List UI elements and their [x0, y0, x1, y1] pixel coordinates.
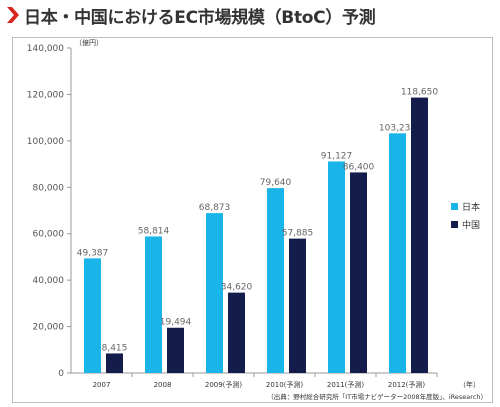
- data-label: 79,640: [260, 178, 292, 188]
- y-tick-label: 120,000: [27, 90, 64, 100]
- bar-japan: [206, 213, 223, 373]
- bar-japan: [145, 236, 162, 373]
- bar-china: [350, 172, 367, 373]
- bar-japan: [328, 161, 345, 373]
- chevron-right-icon: [7, 7, 19, 23]
- data-label: 34,620: [221, 283, 253, 293]
- data-label: 118,650: [401, 88, 438, 98]
- bar-japan: [267, 188, 284, 373]
- data-label: 68,873: [199, 203, 231, 213]
- data-label: 49,387: [77, 248, 109, 258]
- data-label: 103,234: [379, 123, 416, 133]
- source-note: （出典：野村総合研究所「IT市場ナビゲーター2008年度版」、iResearch…: [267, 392, 487, 401]
- y-tick-label: 80,000: [33, 183, 65, 193]
- bar-china: [411, 97, 428, 373]
- x-tick-label: 2011(予測): [327, 380, 365, 389]
- x-tick-label: 2009(予測): [205, 380, 243, 389]
- title-row: 日本・中国におけるEC市場規模（BtoC）予測: [6, 2, 494, 28]
- y-tick-label: 0: [58, 369, 64, 379]
- legend-label: 日本: [462, 201, 480, 213]
- legend-swatch-japan: [451, 203, 458, 210]
- y-unit-label: （億円）: [75, 38, 103, 47]
- bar-china: [228, 292, 245, 373]
- y-tick-label: 100,000: [27, 137, 64, 147]
- legend-label: 中国: [462, 219, 480, 231]
- x-tick-label: 2010(予測): [266, 380, 304, 389]
- y-tick-label: 140,000: [27, 44, 64, 54]
- legend-swatch-china: [451, 221, 458, 228]
- y-tick-label: 40,000: [33, 276, 65, 286]
- data-label: 86,400: [343, 162, 375, 172]
- x-tick-label: 2008: [154, 381, 172, 389]
- bar-china: [289, 238, 306, 373]
- y-tick-label: 20,000: [33, 323, 65, 333]
- x-tick-label: 2012(予測): [388, 380, 426, 389]
- data-label: 91,127: [321, 151, 353, 161]
- x-tick-label: 2007: [93, 381, 111, 389]
- page-title: 日本・中国におけるEC市場規模（BtoC）予測: [24, 7, 376, 28]
- bar-japan: [389, 133, 406, 373]
- data-label: 58,814: [138, 226, 170, 236]
- bar-china: [106, 353, 123, 373]
- chart-svg: 0 20,000 40,000 60,000 80,000 100,000 120,000 1…: [27, 38, 487, 401]
- bar-china: [167, 327, 184, 373]
- x-unit-label: （年）: [459, 380, 480, 389]
- chart-container: 0 20,000 40,000 60,000 80,000 100,000 120,000 1…: [12, 37, 493, 403]
- y-tick-label: 60,000: [33, 230, 65, 240]
- data-label: 57,885: [282, 229, 314, 239]
- data-label: 8,415: [102, 343, 128, 353]
- data-label: 19,494: [160, 318, 192, 328]
- bar-japan: [84, 258, 101, 373]
